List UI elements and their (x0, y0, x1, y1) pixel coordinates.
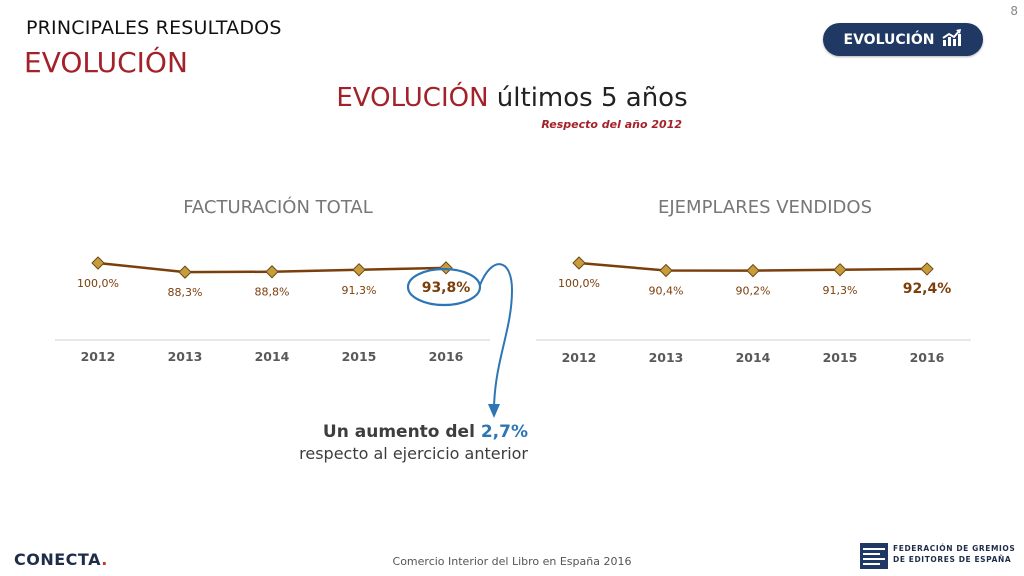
chart-ejemplares: 100,0% 2012 90,4% 2013 90,2% 2014 91,3% 2015 92,… (536, 256, 971, 365)
federation-logo-icon (860, 543, 888, 569)
data-point-marker (659, 263, 673, 278)
section-kicker: PRINCIPALES RESULTADOS (26, 17, 282, 39)
data-point-marker (178, 265, 192, 279)
data-label: 90,4% (649, 284, 684, 297)
chart-title-ejemplares: EJEMPLARES VENDIDOS (658, 197, 872, 218)
x-tick-label: 2016 (429, 349, 464, 364)
page-number: 8 (1010, 4, 1018, 18)
data-point-marker (746, 263, 760, 278)
data-label: 88,3% (168, 286, 203, 299)
badge-label: EVOLUCIÓN (843, 31, 935, 48)
data-label: 93,8% (422, 280, 471, 296)
data-point-marker (572, 256, 586, 270)
federation-line-1: FEDERACIÓN DE GREMIOS (893, 544, 1016, 553)
conecta-logo: CONECTA. (14, 550, 108, 569)
x-tick-label: 2016 (910, 350, 945, 365)
data-point-marker (833, 263, 847, 277)
data-point-marker (439, 261, 453, 275)
x-tick-label: 2014 (736, 350, 771, 365)
x-tick-label: 2014 (255, 349, 290, 364)
main-subtitle: Respecto del año 2012 (541, 118, 682, 131)
callout-line-2: respecto al ejercicio anterior (299, 444, 528, 463)
data-label: 92,4% (903, 281, 952, 297)
data-point-marker (920, 262, 934, 276)
x-tick-label: 2015 (823, 350, 858, 365)
data-point-marker (352, 263, 366, 277)
data-label: 100,0% (558, 277, 600, 290)
main-title: EVOLUCIÓN últimos 5 años (0, 83, 1024, 113)
evolucion-badge[interactable]: EVOLUCIÓN (823, 23, 983, 56)
chart-facturacion: 100,0% 2012 88,3% 2013 88,8% 2014 91,3% 2015 93,… (55, 256, 490, 364)
x-tick-label: 2015 (342, 349, 377, 364)
data-label: 91,3% (823, 284, 858, 297)
data-point-marker (265, 265, 279, 279)
x-tick-label: 2013 (168, 349, 203, 364)
chart-title-facturacion: FACTURACIÓN TOTAL (183, 197, 373, 218)
data-label: 100,0% (77, 277, 119, 290)
conecta-logo-dot: . (101, 550, 108, 569)
data-label: 90,2% (736, 285, 771, 298)
x-tick-label: 2012 (81, 349, 116, 364)
data-point-marker (91, 256, 105, 270)
callout-line-1: Un aumento del 2,7% (260, 422, 528, 442)
main-title-rest: últimos 5 años (496, 83, 688, 113)
callout-prefix: Un aumento del (322, 422, 475, 442)
callout-arrowhead (488, 404, 500, 418)
conecta-logo-text: CONECTA (14, 550, 102, 569)
section-title: EVOLUCIÓN (24, 46, 188, 79)
trend-up-chart-icon (942, 28, 962, 51)
data-label: 91,3% (342, 284, 377, 297)
footer-caption: Comercio Interior del Libro en España 20… (392, 555, 632, 568)
federation-name: FEDERACIÓN DE GREMIOS DE EDITORES DE ESP… (893, 543, 1015, 565)
federation-line-2: DE EDITORES DE ESPAÑA (893, 555, 1012, 564)
x-tick-label: 2013 (649, 350, 684, 365)
callout-value: 2,7% (480, 422, 528, 442)
main-title-highlight: EVOLUCIÓN (336, 83, 489, 113)
x-tick-label: 2012 (562, 350, 597, 365)
highlight-ellipse (406, 267, 482, 307)
callout-arrow (479, 263, 514, 409)
data-label: 88,8% (255, 286, 290, 299)
